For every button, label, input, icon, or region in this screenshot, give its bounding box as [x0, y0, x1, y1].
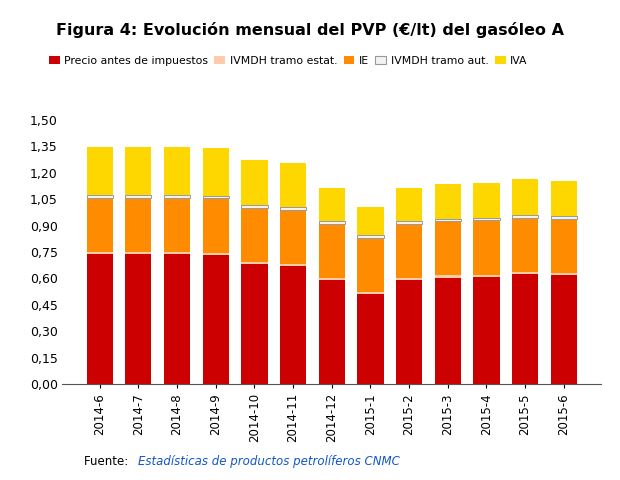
Bar — [319, 221, 345, 224]
Bar — [241, 262, 267, 264]
Bar — [125, 147, 151, 195]
Bar — [512, 218, 538, 272]
Bar — [87, 254, 113, 384]
Bar — [203, 199, 229, 252]
Bar — [87, 252, 113, 254]
Bar — [280, 264, 306, 266]
Bar — [164, 147, 190, 195]
Bar — [203, 196, 229, 199]
Bar — [280, 164, 306, 207]
Bar — [125, 195, 151, 198]
Bar — [473, 217, 500, 220]
Bar — [551, 219, 577, 273]
Legend: Precio antes de impuestos, IVMDH tramo estat., IE, IVMDH tramo aut., IVA: Precio antes de impuestos, IVMDH tramo e… — [49, 56, 528, 66]
Bar — [357, 292, 384, 294]
Bar — [435, 277, 461, 384]
Bar — [357, 238, 384, 292]
Bar — [87, 147, 113, 195]
Bar — [164, 195, 190, 198]
Bar — [396, 224, 422, 278]
Bar — [512, 274, 538, 384]
Bar — [241, 208, 267, 262]
Bar — [396, 188, 422, 221]
Bar — [125, 198, 151, 252]
Bar — [241, 205, 267, 208]
Bar — [473, 220, 500, 275]
Bar — [241, 264, 267, 384]
Text: Figura 4: Evolución mensual del PVP (€/lt) del gasóleo A: Figura 4: Evolución mensual del PVP (€/l… — [56, 22, 564, 37]
Text: Estadísticas de productos petrolíferos CNMC: Estadísticas de productos petrolíferos C… — [138, 455, 399, 468]
Bar — [87, 198, 113, 252]
Bar — [512, 272, 538, 274]
Bar — [319, 278, 345, 280]
Bar — [551, 216, 577, 219]
Bar — [203, 148, 229, 196]
Bar — [203, 252, 229, 254]
Bar — [512, 179, 538, 215]
Bar — [435, 218, 461, 221]
Bar — [280, 210, 306, 264]
Bar — [87, 195, 113, 198]
Bar — [357, 235, 384, 238]
Bar — [164, 198, 190, 252]
Bar — [357, 206, 384, 235]
Bar — [473, 276, 500, 384]
Text: Fuente:: Fuente: — [84, 455, 131, 468]
Bar — [551, 181, 577, 216]
Bar — [164, 254, 190, 384]
Bar — [203, 254, 229, 384]
Bar — [512, 215, 538, 218]
Bar — [396, 278, 422, 280]
Bar — [357, 294, 384, 384]
Bar — [125, 254, 151, 384]
Bar — [125, 252, 151, 254]
Bar — [241, 160, 267, 205]
Bar — [396, 221, 422, 224]
Bar — [319, 188, 345, 221]
Bar — [435, 276, 461, 277]
Bar — [164, 252, 190, 254]
Bar — [473, 275, 500, 276]
Bar — [435, 221, 461, 276]
Bar — [551, 273, 577, 275]
Bar — [396, 280, 422, 384]
Bar — [280, 266, 306, 384]
Bar — [435, 184, 461, 218]
Bar — [473, 183, 500, 217]
Bar — [551, 275, 577, 384]
Bar — [319, 224, 345, 278]
Bar — [280, 207, 306, 210]
Bar — [319, 280, 345, 384]
